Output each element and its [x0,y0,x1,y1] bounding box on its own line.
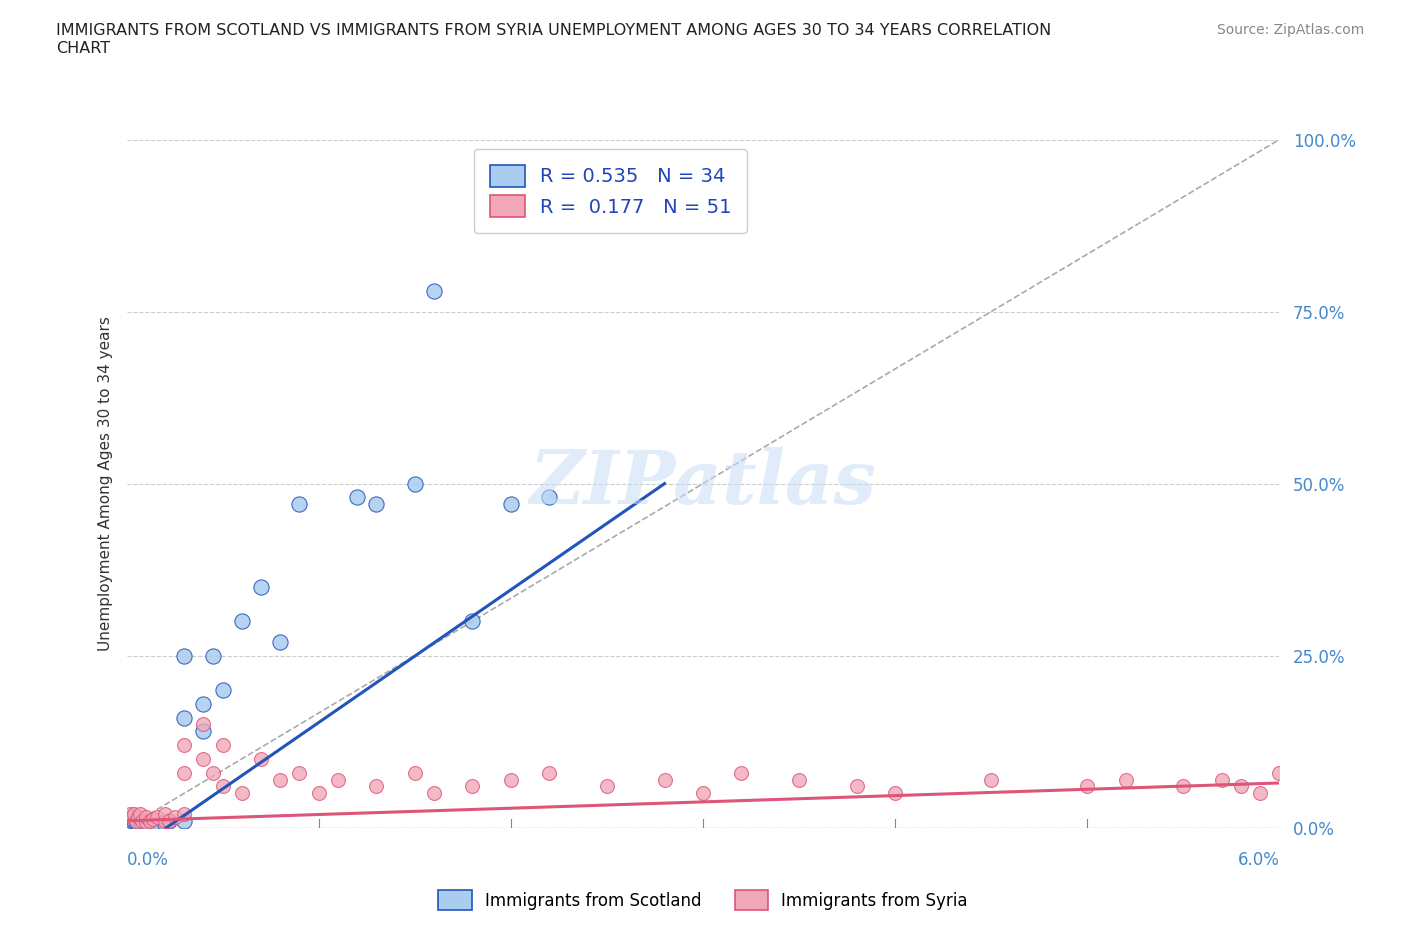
Point [138,817,160,831]
Point [366,497,388,512]
Point [173,737,195,752]
Point [193,717,215,732]
Point [127,817,149,831]
Point [173,711,195,725]
Text: IMMIGRANTS FROM SCOTLAND VS IMMIGRANTS FROM SYRIA UNEMPLOYMENT AMONG AGES 30 TO : IMMIGRANTS FROM SCOTLAND VS IMMIGRANTS F… [56,23,1052,56]
Point [538,765,561,780]
Point [125,814,148,829]
Point [404,476,426,491]
Legend: Immigrants from Scotland, Immigrants from Syria: Immigrants from Scotland, Immigrants fro… [432,884,974,917]
Point [142,817,165,831]
Text: Source: ZipAtlas.com: Source: ZipAtlas.com [1216,23,1364,37]
Point [231,786,253,801]
Text: ZIPatlas: ZIPatlas [530,447,876,520]
Point [157,814,180,829]
Point [193,697,215,711]
Point [730,765,752,780]
Point [1268,765,1291,780]
Point [193,751,215,766]
Point [1115,772,1137,787]
Point [120,806,142,821]
Point [1230,779,1253,794]
Point [231,614,253,629]
Point [122,806,145,821]
Point [129,815,152,830]
Text: 0.0%: 0.0% [127,851,169,869]
Point [499,772,522,787]
Point [131,817,153,831]
Point [135,815,157,830]
Point [125,814,148,829]
Point [138,814,160,829]
Y-axis label: Unemployment Among Ages 30 to 34 years: Unemployment Among Ages 30 to 34 years [97,316,112,651]
Point [423,786,446,801]
Point [461,614,484,629]
Point [173,648,195,663]
Text: 6.0%: 6.0% [1237,851,1279,869]
Legend: R = 0.535   N = 34, R =  0.177   N = 51: R = 0.535 N = 34, R = 0.177 N = 51 [474,149,748,233]
Point [404,765,426,780]
Point [153,815,176,830]
Point [1173,779,1195,794]
Point [269,772,291,787]
Point [692,786,714,801]
Point [1076,779,1098,794]
Point [654,772,676,787]
Point [193,724,215,738]
Point [269,634,291,649]
Point [129,806,152,821]
Point [153,814,176,829]
Point [1211,772,1233,787]
Point [787,772,810,787]
Point [211,779,233,794]
Point [173,765,195,780]
Point [135,810,157,825]
Point [173,814,195,829]
Point [845,779,868,794]
Point [980,772,1002,787]
Point [145,814,166,829]
Point [308,786,330,801]
Point [250,751,273,766]
Point [135,815,157,830]
Point [366,779,388,794]
Point [121,814,143,829]
Point [288,765,311,780]
Point [423,284,446,299]
Point [202,648,225,663]
Point [135,817,157,831]
Point [135,814,157,829]
Point [1249,786,1271,801]
Point [211,683,233,698]
Point [157,814,180,829]
Point [127,810,149,825]
Point [288,497,311,512]
Point [596,779,619,794]
Point [499,497,522,512]
Point [121,810,143,825]
Point [122,814,145,829]
Point [163,810,186,825]
Point [538,490,561,505]
Point [250,579,273,594]
Point [346,490,368,505]
Point [211,737,233,752]
Point [153,806,176,821]
Point [884,786,907,801]
Point [326,772,349,787]
Point [142,812,165,827]
Point [202,765,225,780]
Point [153,817,176,831]
Point [131,814,153,829]
Point [173,806,195,821]
Point [146,817,169,831]
Point [461,779,484,794]
Point [146,810,169,825]
